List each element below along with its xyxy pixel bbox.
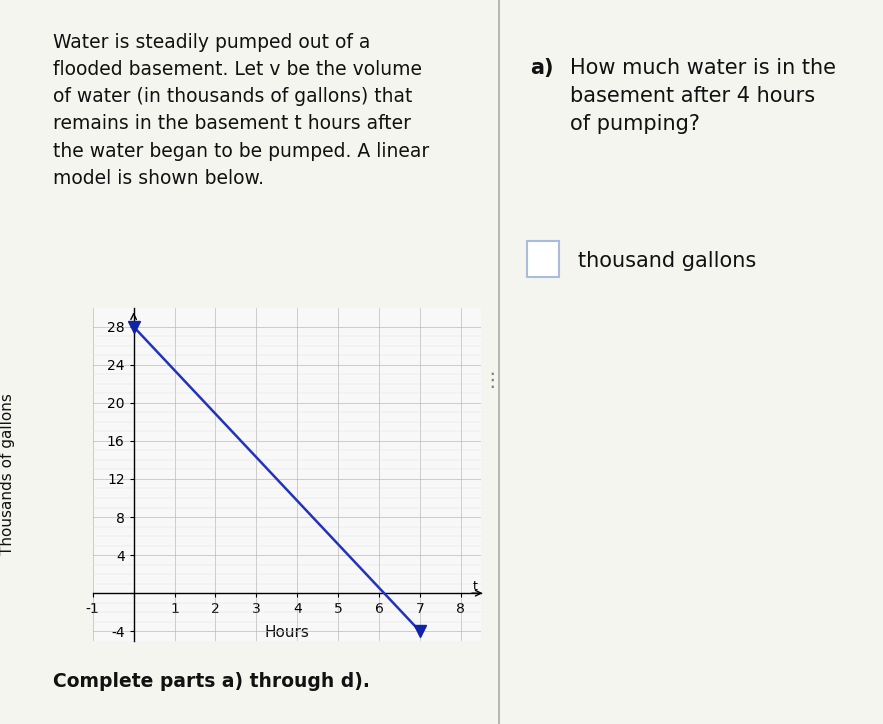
X-axis label: Hours: Hours [265, 625, 309, 639]
Text: ⋮: ⋮ [482, 371, 502, 390]
FancyBboxPatch shape [527, 241, 559, 277]
Text: t: t [472, 580, 478, 593]
Text: thousand gallons: thousand gallons [578, 251, 757, 271]
Text: How much water is in the
basement after 4 hours
of pumping?: How much water is in the basement after … [570, 58, 835, 134]
Text: a): a) [530, 58, 554, 78]
Text: Water is steadily pumped out of a
flooded basement. Let v be the volume
of water: Water is steadily pumped out of a floode… [53, 33, 429, 188]
Text: Thousands of gallons: Thousands of gallons [0, 393, 15, 555]
Text: Complete parts a) through d).: Complete parts a) through d). [53, 673, 370, 691]
